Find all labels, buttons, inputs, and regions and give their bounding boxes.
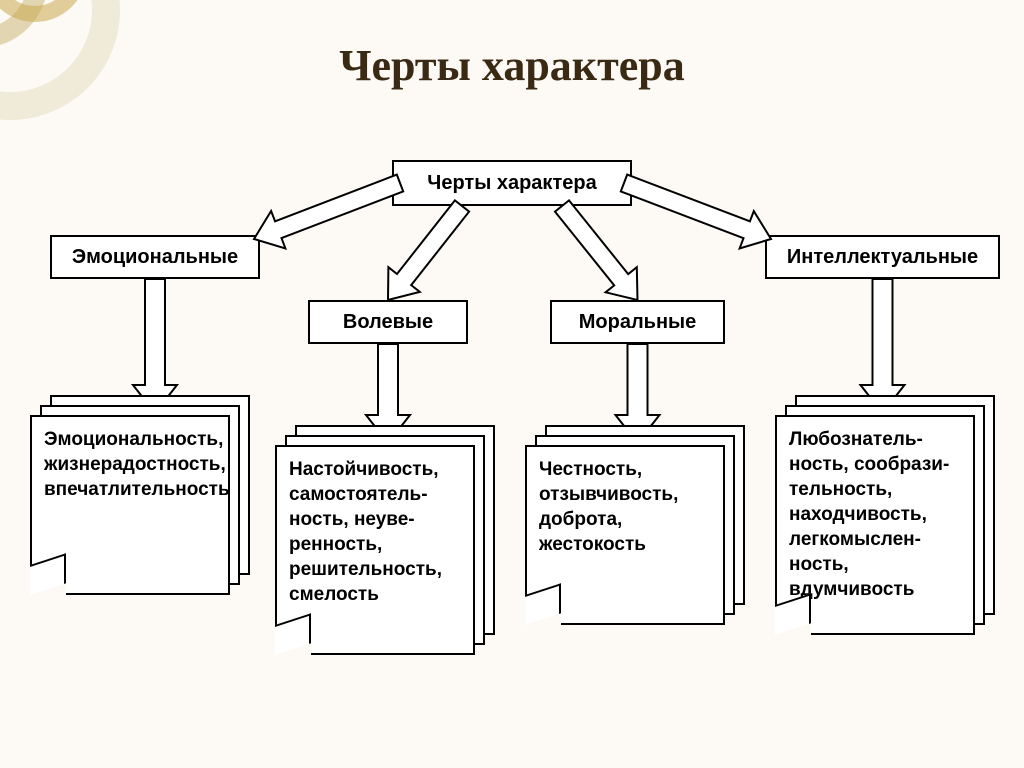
category-volitional: Волевые	[308, 300, 468, 344]
category-emotional-label: Эмоциональные	[72, 245, 238, 269]
root-label: Черты характера	[427, 171, 596, 195]
root-node: Черты характера	[392, 160, 632, 206]
sheet-front: Честность, отзывчивость, доброта, жесток…	[525, 445, 725, 625]
slide-background	[0, 0, 1024, 768]
slide-title: Черты характера	[0, 40, 1024, 91]
sheet-front: Эмоциональность, жизнерадостность, впеча…	[30, 415, 230, 595]
category-intellectual-label: Интеллектуальные	[787, 245, 978, 269]
category-moral-label: Моральные	[579, 310, 697, 334]
category-intellectual: Интеллектуальные	[765, 235, 1000, 279]
category-volitional-label: Волевые	[343, 310, 433, 334]
details-emotional: Эмоциональность, жизнерадостность, впеча…	[30, 395, 250, 595]
sheet-front: Любознатель-ность, сообрази-тельность, н…	[775, 415, 975, 635]
category-moral: Моральные	[550, 300, 725, 344]
category-emotional: Эмоциональные	[50, 235, 260, 279]
details-moral: Честность, отзывчивость, доброта, жесток…	[525, 425, 745, 625]
details-intellectual: Любознатель-ность, сообрази-тельность, н…	[775, 395, 995, 635]
sheet-front: Настойчивость, самостоятель-ность, неуве…	[275, 445, 475, 655]
details-volitional: Настойчивость, самостоятель-ность, неуве…	[275, 425, 495, 655]
